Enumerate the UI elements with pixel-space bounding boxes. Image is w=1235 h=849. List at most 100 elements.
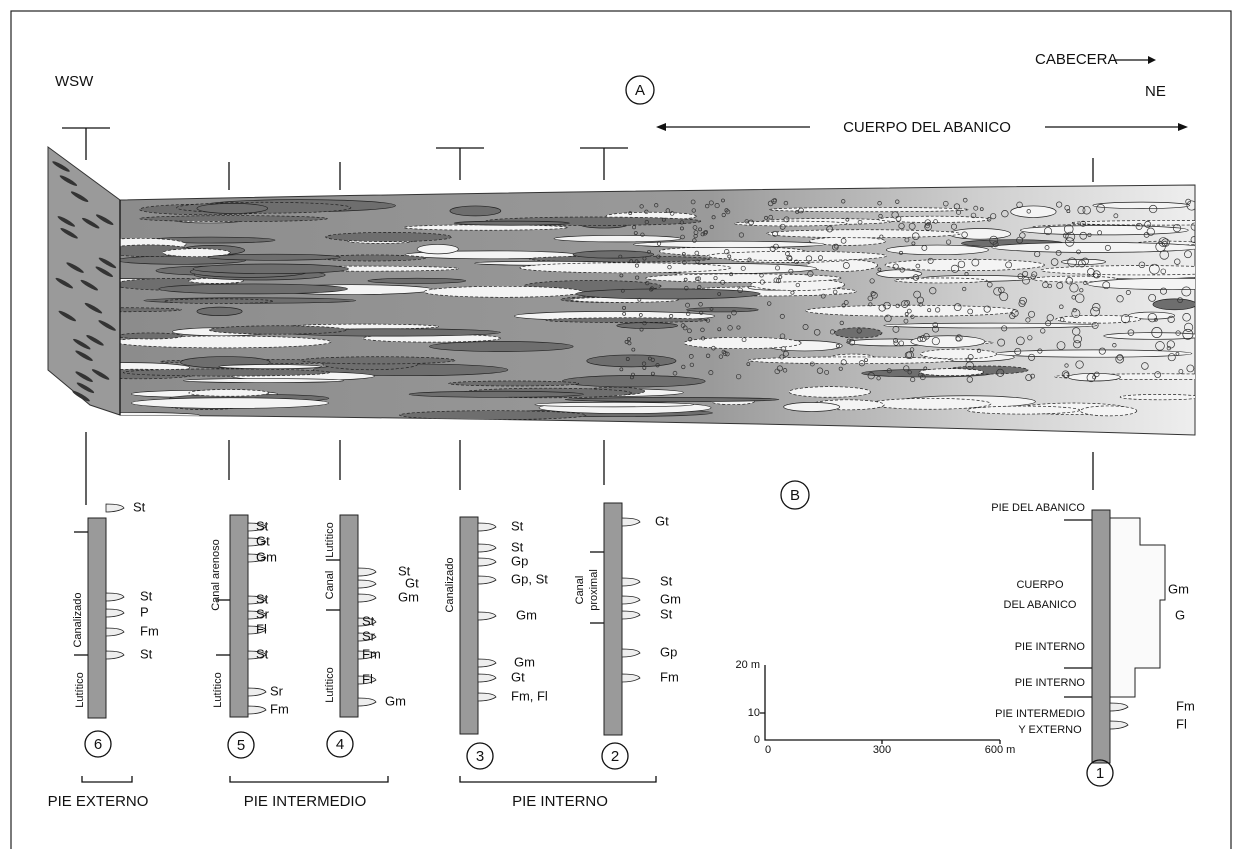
lens — [553, 235, 682, 243]
gravel — [1093, 272, 1099, 279]
gravel — [619, 367, 624, 372]
side-label: Canalizado — [72, 592, 84, 647]
gravel — [1148, 293, 1157, 302]
gravel — [780, 346, 787, 352]
lens — [207, 253, 341, 261]
gravel — [957, 260, 966, 269]
side-label: Lutítico — [324, 522, 336, 557]
gravel — [672, 370, 678, 376]
gravel — [794, 259, 799, 265]
side-label: Y EXTERNO — [1018, 724, 1082, 736]
gravel — [644, 219, 649, 225]
gravel — [744, 219, 749, 224]
gravel — [1064, 363, 1069, 368]
gravel — [769, 245, 776, 252]
gravel — [711, 215, 716, 220]
gravel — [1064, 205, 1070, 211]
gravel — [1090, 306, 1100, 317]
gravel — [871, 291, 878, 299]
gravel — [687, 337, 693, 342]
facies-label: St — [660, 573, 673, 588]
gravel — [1071, 295, 1076, 300]
gravel — [1120, 314, 1131, 324]
lens — [52, 161, 70, 172]
lens — [196, 202, 269, 214]
gravel — [993, 287, 1002, 296]
gravel — [682, 325, 688, 331]
side-label: PIE DEL ABANICO — [991, 502, 1085, 514]
bed — [357, 579, 377, 589]
lens — [162, 248, 231, 258]
gravel — [1087, 232, 1092, 238]
bed — [105, 503, 125, 513]
gravel — [682, 260, 687, 265]
lens — [1040, 265, 1195, 276]
panel-label: B — [790, 487, 800, 504]
lens — [449, 205, 502, 217]
gravel — [931, 337, 940, 346]
column-circle — [1086, 759, 1114, 787]
facies-label: St — [398, 563, 411, 578]
gravel — [679, 220, 684, 225]
lens — [453, 220, 570, 226]
gravel — [639, 327, 644, 332]
arrow-head — [1178, 123, 1188, 131]
gravel — [910, 377, 916, 383]
facies-label: G — [1175, 607, 1185, 622]
lens — [139, 215, 328, 222]
gravel — [962, 197, 968, 203]
gravel — [906, 351, 914, 359]
gravel — [644, 209, 649, 214]
gravel — [1079, 288, 1084, 293]
gravel — [1072, 327, 1081, 336]
gravel — [689, 362, 695, 368]
lens — [869, 397, 992, 410]
gravel — [965, 357, 971, 363]
bed — [621, 577, 641, 587]
gravel — [892, 325, 900, 333]
gravel — [990, 213, 997, 220]
gravel — [1031, 271, 1038, 278]
markers — [62, 127, 1094, 505]
gravel — [748, 219, 754, 226]
facies-label: St — [511, 518, 524, 533]
gravel — [1154, 317, 1158, 322]
facies-label: Gm — [516, 607, 537, 622]
gravel — [1113, 213, 1119, 219]
lens — [75, 371, 93, 382]
gravel — [633, 231, 638, 235]
facies-label: St — [660, 606, 673, 621]
lens — [747, 356, 954, 365]
gravel — [704, 203, 710, 209]
gravel — [1155, 341, 1165, 351]
gravel — [1022, 270, 1029, 277]
bracket — [81, 776, 133, 783]
column-circle — [326, 730, 354, 758]
gravel — [903, 318, 909, 324]
gravel — [1072, 307, 1077, 313]
group-label: PIE EXTERNO — [48, 793, 149, 810]
gravel — [1044, 227, 1052, 236]
gravel — [717, 292, 722, 296]
gravel — [628, 211, 633, 215]
scale-label: 10 — [748, 707, 760, 719]
side-label: PIE INTERMEDIO — [995, 708, 1085, 720]
lens — [991, 242, 1195, 253]
gravel — [1062, 232, 1069, 239]
facies-label: Gm — [1168, 581, 1189, 596]
gravel — [1147, 313, 1157, 323]
lens — [883, 322, 1098, 329]
gravel — [1077, 206, 1086, 215]
column-number: 4 — [336, 736, 344, 753]
lens — [196, 306, 243, 316]
facies-label: Fm — [270, 701, 289, 716]
gravel — [783, 350, 789, 357]
gravel — [1174, 258, 1181, 265]
gravel — [1016, 336, 1025, 346]
lens — [84, 302, 103, 314]
gravel — [867, 372, 875, 380]
lens — [183, 378, 345, 383]
facies-label: Gm — [256, 549, 277, 564]
lens — [1010, 205, 1057, 218]
gravel — [895, 215, 902, 222]
